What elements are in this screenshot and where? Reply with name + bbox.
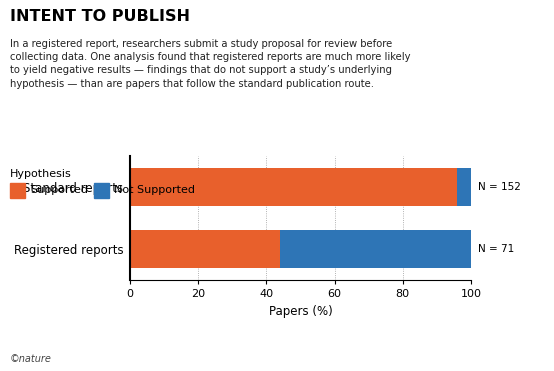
Bar [457,168,471,206]
Text: In a registered report, researchers submit a study proposal for review before
co: In a registered report, researchers subm… [10,39,411,89]
X-axis label: Papers (%): Papers (%) [269,305,332,318]
Text: N = 71: N = 71 [478,244,514,254]
Text: Supported: Supported [30,186,88,195]
Text: Hypothesis: Hypothesis [10,169,71,179]
Text: INTENT TO PUBLISH: INTENT TO PUBLISH [10,9,190,24]
Text: ©nature: ©nature [10,354,52,364]
Text: N = 152: N = 152 [478,182,521,192]
Bar [130,168,457,206]
Bar [130,230,280,268]
Text: Not Supported: Not Supported [114,186,194,195]
Bar [280,230,471,268]
